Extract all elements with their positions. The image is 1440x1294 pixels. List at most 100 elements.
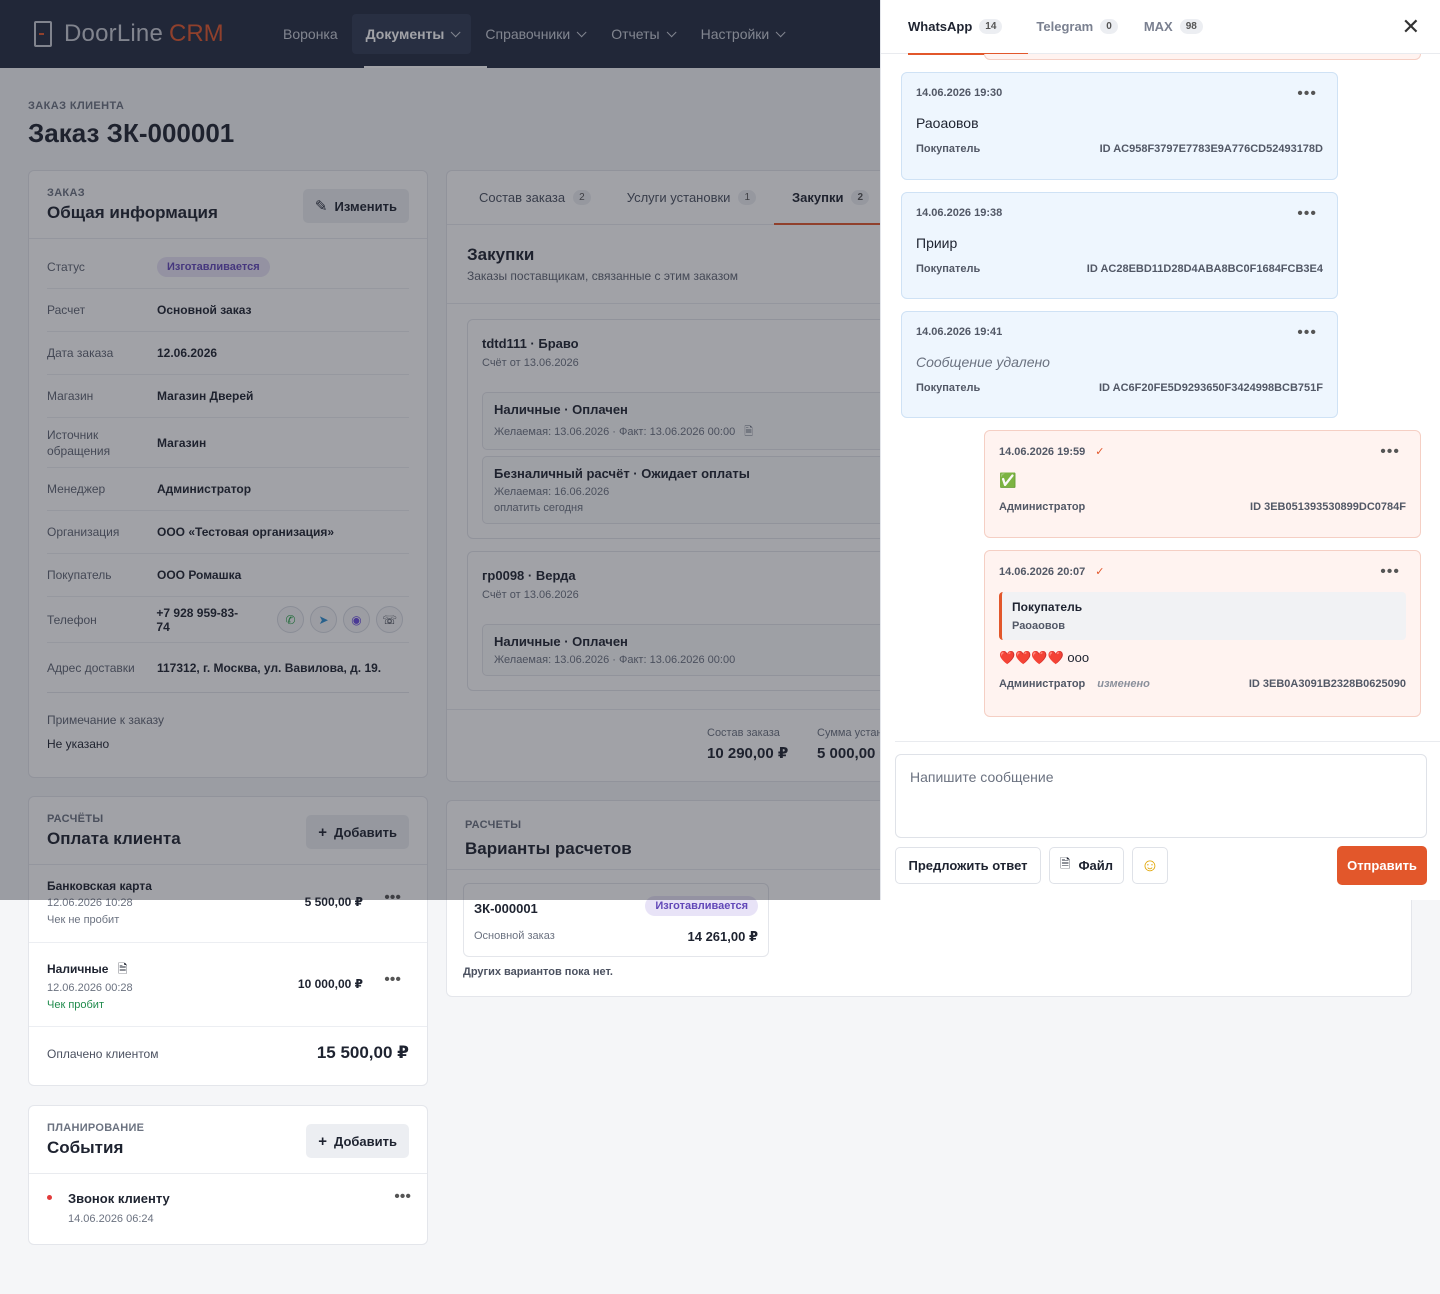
payment-line: Желаемая: 13.06.2026 · Факт: 13.06.2026 … (494, 423, 950, 442)
card-kicker: Расчёты (47, 813, 104, 825)
supplier-name: tdtd111 · Браво (482, 336, 579, 351)
nav-item-settings[interactable]: Настройки (687, 14, 797, 54)
close-icon[interactable]: ✕ (1401, 14, 1420, 39)
tab-purchases[interactable]: Закупки 2 (774, 171, 888, 225)
message-author: Администратор (999, 501, 1086, 513)
add-event-button[interactable]: + Добавить (306, 1124, 409, 1158)
row-value: Администратор (157, 482, 252, 496)
more-icon[interactable]: ••• (1380, 563, 1400, 580)
tab-count: 0 (1100, 19, 1118, 34)
row-label: Менеджер (47, 482, 106, 496)
row-label: Расчет (47, 303, 86, 317)
message-input[interactable]: Напишите сообщение (895, 754, 1427, 838)
whatsapp-icon[interactable]: ✆ (277, 606, 304, 633)
phone-icon[interactable]: ☏ (376, 606, 403, 633)
emoji-button[interactable]: ☺ (1132, 847, 1168, 884)
event-item[interactable]: Звонок клиенту 14.06.2026 06:24 ••• (29, 1174, 427, 1244)
message-incoming[interactable]: 14.06.2026 19:38 ••• Приир Покупатель ID … (901, 192, 1338, 299)
message-incoming[interactable]: 14.06.2026 19:41 ••• Сообщение удалено П… (901, 311, 1338, 418)
payment-title: Наличные · Оплачен (494, 402, 628, 417)
tab-install-services[interactable]: Услуги установки 1 (609, 171, 774, 224)
telegram-icon[interactable]: ➤ (310, 606, 337, 633)
message-outgoing[interactable]: 14.06.2026 20:07 ✓ ••• Покупатель Раоаово… (984, 550, 1421, 717)
tab-composition[interactable]: Состав заказа 2 (461, 171, 609, 224)
tab-telegram[interactable]: Telegram 0 (1023, 0, 1130, 54)
payment-item[interactable]: Наличные 🗎 12.06.2026 00:28 Чек пробит 1… (29, 943, 427, 1027)
total-value: 5 000,00 ₽ (817, 745, 890, 762)
edit-label: Изменить (334, 198, 397, 214)
message-footer: Покупатель ID AC958F3797E7783E9A776CD5249… (916, 143, 1323, 155)
suggest-reply-button[interactable]: Предложить ответ (895, 847, 1041, 884)
message-outgoing[interactable]: 14.06.2026 19:59 ✓ ••• ✅ Администратор ID … (984, 430, 1421, 538)
tab-max[interactable]: MAX 98 (1131, 0, 1216, 54)
message-text: Раоаовов (916, 115, 979, 131)
more-icon[interactable]: ••• (384, 889, 401, 906)
row-value: 12.06.2026 (157, 346, 218, 360)
tab-label: Состав заказа (479, 190, 566, 205)
attach-file-button[interactable]: 🗎 Файл (1049, 847, 1124, 884)
add-label: Добавить (334, 1133, 397, 1149)
quoted-message[interactable]: Покупатель Раоаовов (999, 592, 1406, 640)
status-badge: Изготавливается (157, 256, 270, 277)
more-icon[interactable]: ••• (384, 971, 401, 988)
event-date: 14.06.2026 06:24 (68, 1213, 154, 1225)
more-icon[interactable]: ••• (1297, 205, 1317, 222)
info-row-source: Источник обращения Магазин (47, 418, 409, 468)
send-button[interactable]: Отправить (1337, 846, 1427, 885)
divider (895, 741, 1440, 742)
total-value: 10 290,00 ₽ (707, 745, 789, 762)
nav-item-directories[interactable]: Справочники (471, 14, 597, 54)
message-footer: Администратор ID 3EB051393530899DC0784F (999, 501, 1406, 513)
row-value[interactable]: +7 928 959-83-74 (156, 605, 239, 634)
nav-item-funnel[interactable]: Воронка (269, 14, 352, 54)
nav-label: Отчеты (611, 26, 660, 42)
client-payments-card: Расчёты Оплата клиента + Добавить Банковс… (28, 796, 428, 1086)
nav-item-documents[interactable]: Документы (351, 14, 488, 68)
more-icon[interactable]: ••• (394, 1188, 411, 1205)
info-row-organization: Организация ООО «Тестовая организация» (47, 511, 409, 554)
max-icon[interactable]: ◉ (343, 606, 370, 633)
total-label: Состав заказа (707, 727, 780, 739)
total-label: Оплачено клиентом (47, 1047, 159, 1061)
tab-whatsapp[interactable]: WhatsApp 14 (895, 0, 1029, 55)
document-icon[interactable]: 🗎 (744, 426, 754, 438)
logo[interactable]: DoorLine CRM (34, 20, 254, 48)
add-payment-button[interactable]: + Добавить (306, 815, 409, 849)
variant-card[interactable]: ЗК-000001 Изготавливается Основной заказ… (463, 883, 769, 957)
tab-count: 14 (979, 19, 1003, 34)
document-icon[interactable]: 🗎 (117, 962, 128, 976)
card-kicker: Заказ (47, 187, 85, 199)
message-time-line: 14.06.2026 20:07 ✓ (999, 565, 1406, 578)
payment-date: 12.06.2026 00:28 (47, 982, 133, 994)
payment-status: Чек пробит (47, 999, 104, 1011)
row-label: Магазин (47, 389, 94, 403)
row-value: 117312, г. Москва, ул. Вавилова, д. 19. (157, 660, 382, 675)
tab-count: 2 (573, 190, 591, 205)
payment-item[interactable]: Банковская карта 12.06.2026 10:28 Чек не… (29, 865, 427, 943)
info-row-shop: Магазин Магазин Дверей (47, 375, 409, 418)
modal-backdrop[interactable] (0, 0, 880, 900)
main-nav: Воронка Документы Справочники Отчеты Нас… (269, 0, 796, 68)
tab-label: MAX (1143, 19, 1173, 34)
plus-icon: + (318, 823, 328, 841)
nav-item-reports[interactable]: Отчеты (597, 14, 686, 54)
quote-author: Покупатель (1012, 600, 1083, 614)
supplier-name: гр0098 · Верда (482, 568, 576, 583)
purchases-title: Закупки (467, 245, 535, 264)
payment-method-line: Наличные 🗎 (47, 960, 127, 981)
edit-button[interactable]: ✎ Изменить (302, 189, 409, 223)
more-icon[interactable]: ••• (1380, 443, 1400, 460)
more-icon[interactable]: ••• (1297, 324, 1317, 341)
row-label: Источник обращения (47, 427, 111, 458)
card-header: Заказ Общая информация ✎ Изменить (29, 171, 427, 239)
info-row-calc: Расчет Основной заказ (47, 289, 409, 332)
edited-label: изменено (1097, 678, 1150, 690)
message-footer: Покупатель ID AC6F20FE5D9293650F3424998BC… (916, 382, 1323, 394)
row-value: Магазин Дверей (157, 389, 254, 403)
message-incoming[interactable]: 14.06.2026 19:30 ••• Раоаовов Покупатель… (901, 72, 1338, 180)
message-footer: Администратор изменено ID 3EB0A3091B2328B0… (999, 678, 1406, 690)
info-row-buyer: Покупатель ООО Ромашка (47, 554, 409, 597)
supplier-card[interactable]: tdtd111 · Браво Счёт от 13.06.2026 Налич… (467, 319, 967, 539)
more-icon[interactable]: ••• (1297, 85, 1317, 102)
add-label: Добавить (334, 824, 397, 840)
